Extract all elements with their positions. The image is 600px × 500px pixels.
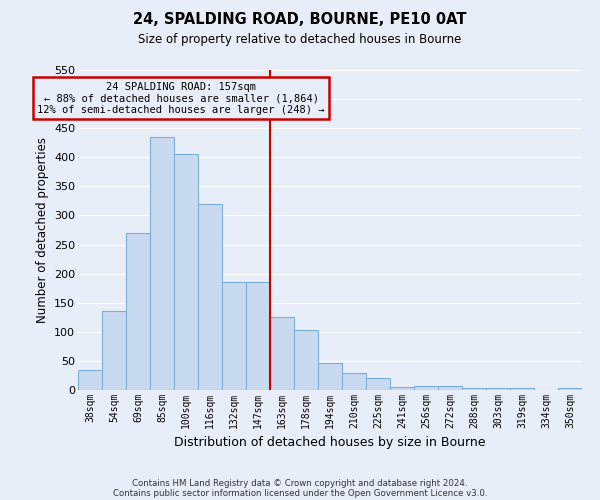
Bar bbox=[174, 154, 198, 390]
X-axis label: Distribution of detached houses by size in Bourne: Distribution of detached houses by size … bbox=[174, 436, 486, 450]
Bar bbox=[150, 137, 174, 390]
Bar bbox=[102, 312, 126, 390]
Bar bbox=[318, 363, 342, 390]
Y-axis label: Number of detached properties: Number of detached properties bbox=[35, 137, 49, 323]
Bar bbox=[438, 386, 462, 390]
Bar bbox=[558, 388, 582, 390]
Text: Contains HM Land Registry data © Crown copyright and database right 2024.: Contains HM Land Registry data © Crown c… bbox=[132, 478, 468, 488]
Bar bbox=[294, 330, 318, 390]
Bar bbox=[366, 378, 390, 390]
Text: 24 SPALDING ROAD: 157sqm
← 88% of detached houses are smaller (1,864)
12% of sem: 24 SPALDING ROAD: 157sqm ← 88% of detach… bbox=[37, 82, 325, 115]
Bar bbox=[78, 370, 102, 390]
Bar bbox=[510, 388, 534, 390]
Bar bbox=[462, 388, 486, 390]
Bar bbox=[390, 387, 414, 390]
Text: 24, SPALDING ROAD, BOURNE, PE10 0AT: 24, SPALDING ROAD, BOURNE, PE10 0AT bbox=[133, 12, 467, 28]
Bar bbox=[126, 233, 150, 390]
Bar bbox=[246, 282, 270, 390]
Text: Contains public sector information licensed under the Open Government Licence v3: Contains public sector information licen… bbox=[113, 488, 487, 498]
Text: Size of property relative to detached houses in Bourne: Size of property relative to detached ho… bbox=[139, 32, 461, 46]
Bar bbox=[486, 388, 510, 390]
Bar bbox=[270, 318, 294, 390]
Bar bbox=[198, 204, 222, 390]
Bar bbox=[414, 386, 438, 390]
Bar bbox=[342, 372, 366, 390]
Bar bbox=[222, 282, 246, 390]
